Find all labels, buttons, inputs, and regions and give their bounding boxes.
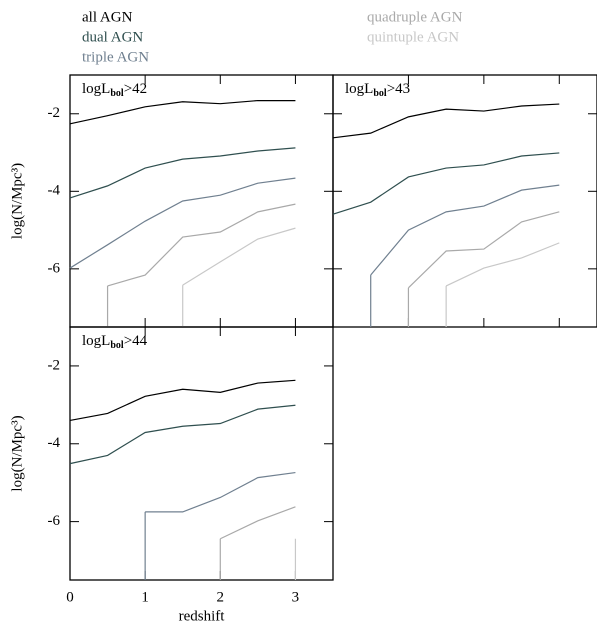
x-tick-label: 2 [217,589,225,605]
x-tick-label: 1 [141,589,149,605]
plot-frame [69,74,334,328]
panel-label-sub: bol [373,88,387,99]
panel-label: logLbol>42 [82,81,147,99]
panel-label: logLbol>44 [82,333,148,351]
panel-label-main: logL [345,81,373,97]
panel-label-main: logL [82,81,110,97]
panel-label-rest: >44 [124,333,148,349]
series-line [332,103,560,139]
series-line [370,184,560,276]
series-line [69,177,296,269]
y-axis-label: log(N/Mpc³) [9,163,25,239]
y-tick-label: -4 [48,435,61,451]
legend-entry: triple AGN [82,49,149,65]
legend-entry: dual AGN [82,29,143,45]
series-line [445,242,560,287]
plot-frame [332,74,597,328]
series-line [107,203,296,287]
series-line [69,379,296,422]
panel-label-rest: >43 [387,81,410,97]
y-tick-label: -6 [48,260,61,276]
panel-label-rest: >42 [124,81,147,97]
legend-entry: quintuple AGN [367,29,459,45]
panel-label-sub: bol [110,340,124,351]
series-line [69,99,296,125]
x-tick-label: 3 [292,589,300,605]
series-line [220,506,296,540]
y-tick-label: -2 [48,105,61,121]
x-axis-label: redshift [179,608,226,624]
series-line [69,404,296,465]
series-line [145,471,296,513]
series-line [182,227,296,286]
y-axis-label: log(N/Mpc³) [9,415,25,491]
series-line [408,211,560,289]
legend-entry: quadruple AGN [367,9,463,25]
y-tick-label: -6 [48,513,61,529]
plot-frame [69,326,334,581]
legend-entry: all AGN [82,9,133,25]
y-tick-label: -4 [48,183,61,199]
panel-label: logLbol>43 [345,81,410,99]
y-tick-label: -2 [48,357,61,373]
series-line [69,147,296,199]
series-line [332,152,560,215]
panel-label-main: logL [82,333,110,349]
x-tick-label: 0 [66,589,74,605]
panel-label-sub: bol [110,88,124,99]
